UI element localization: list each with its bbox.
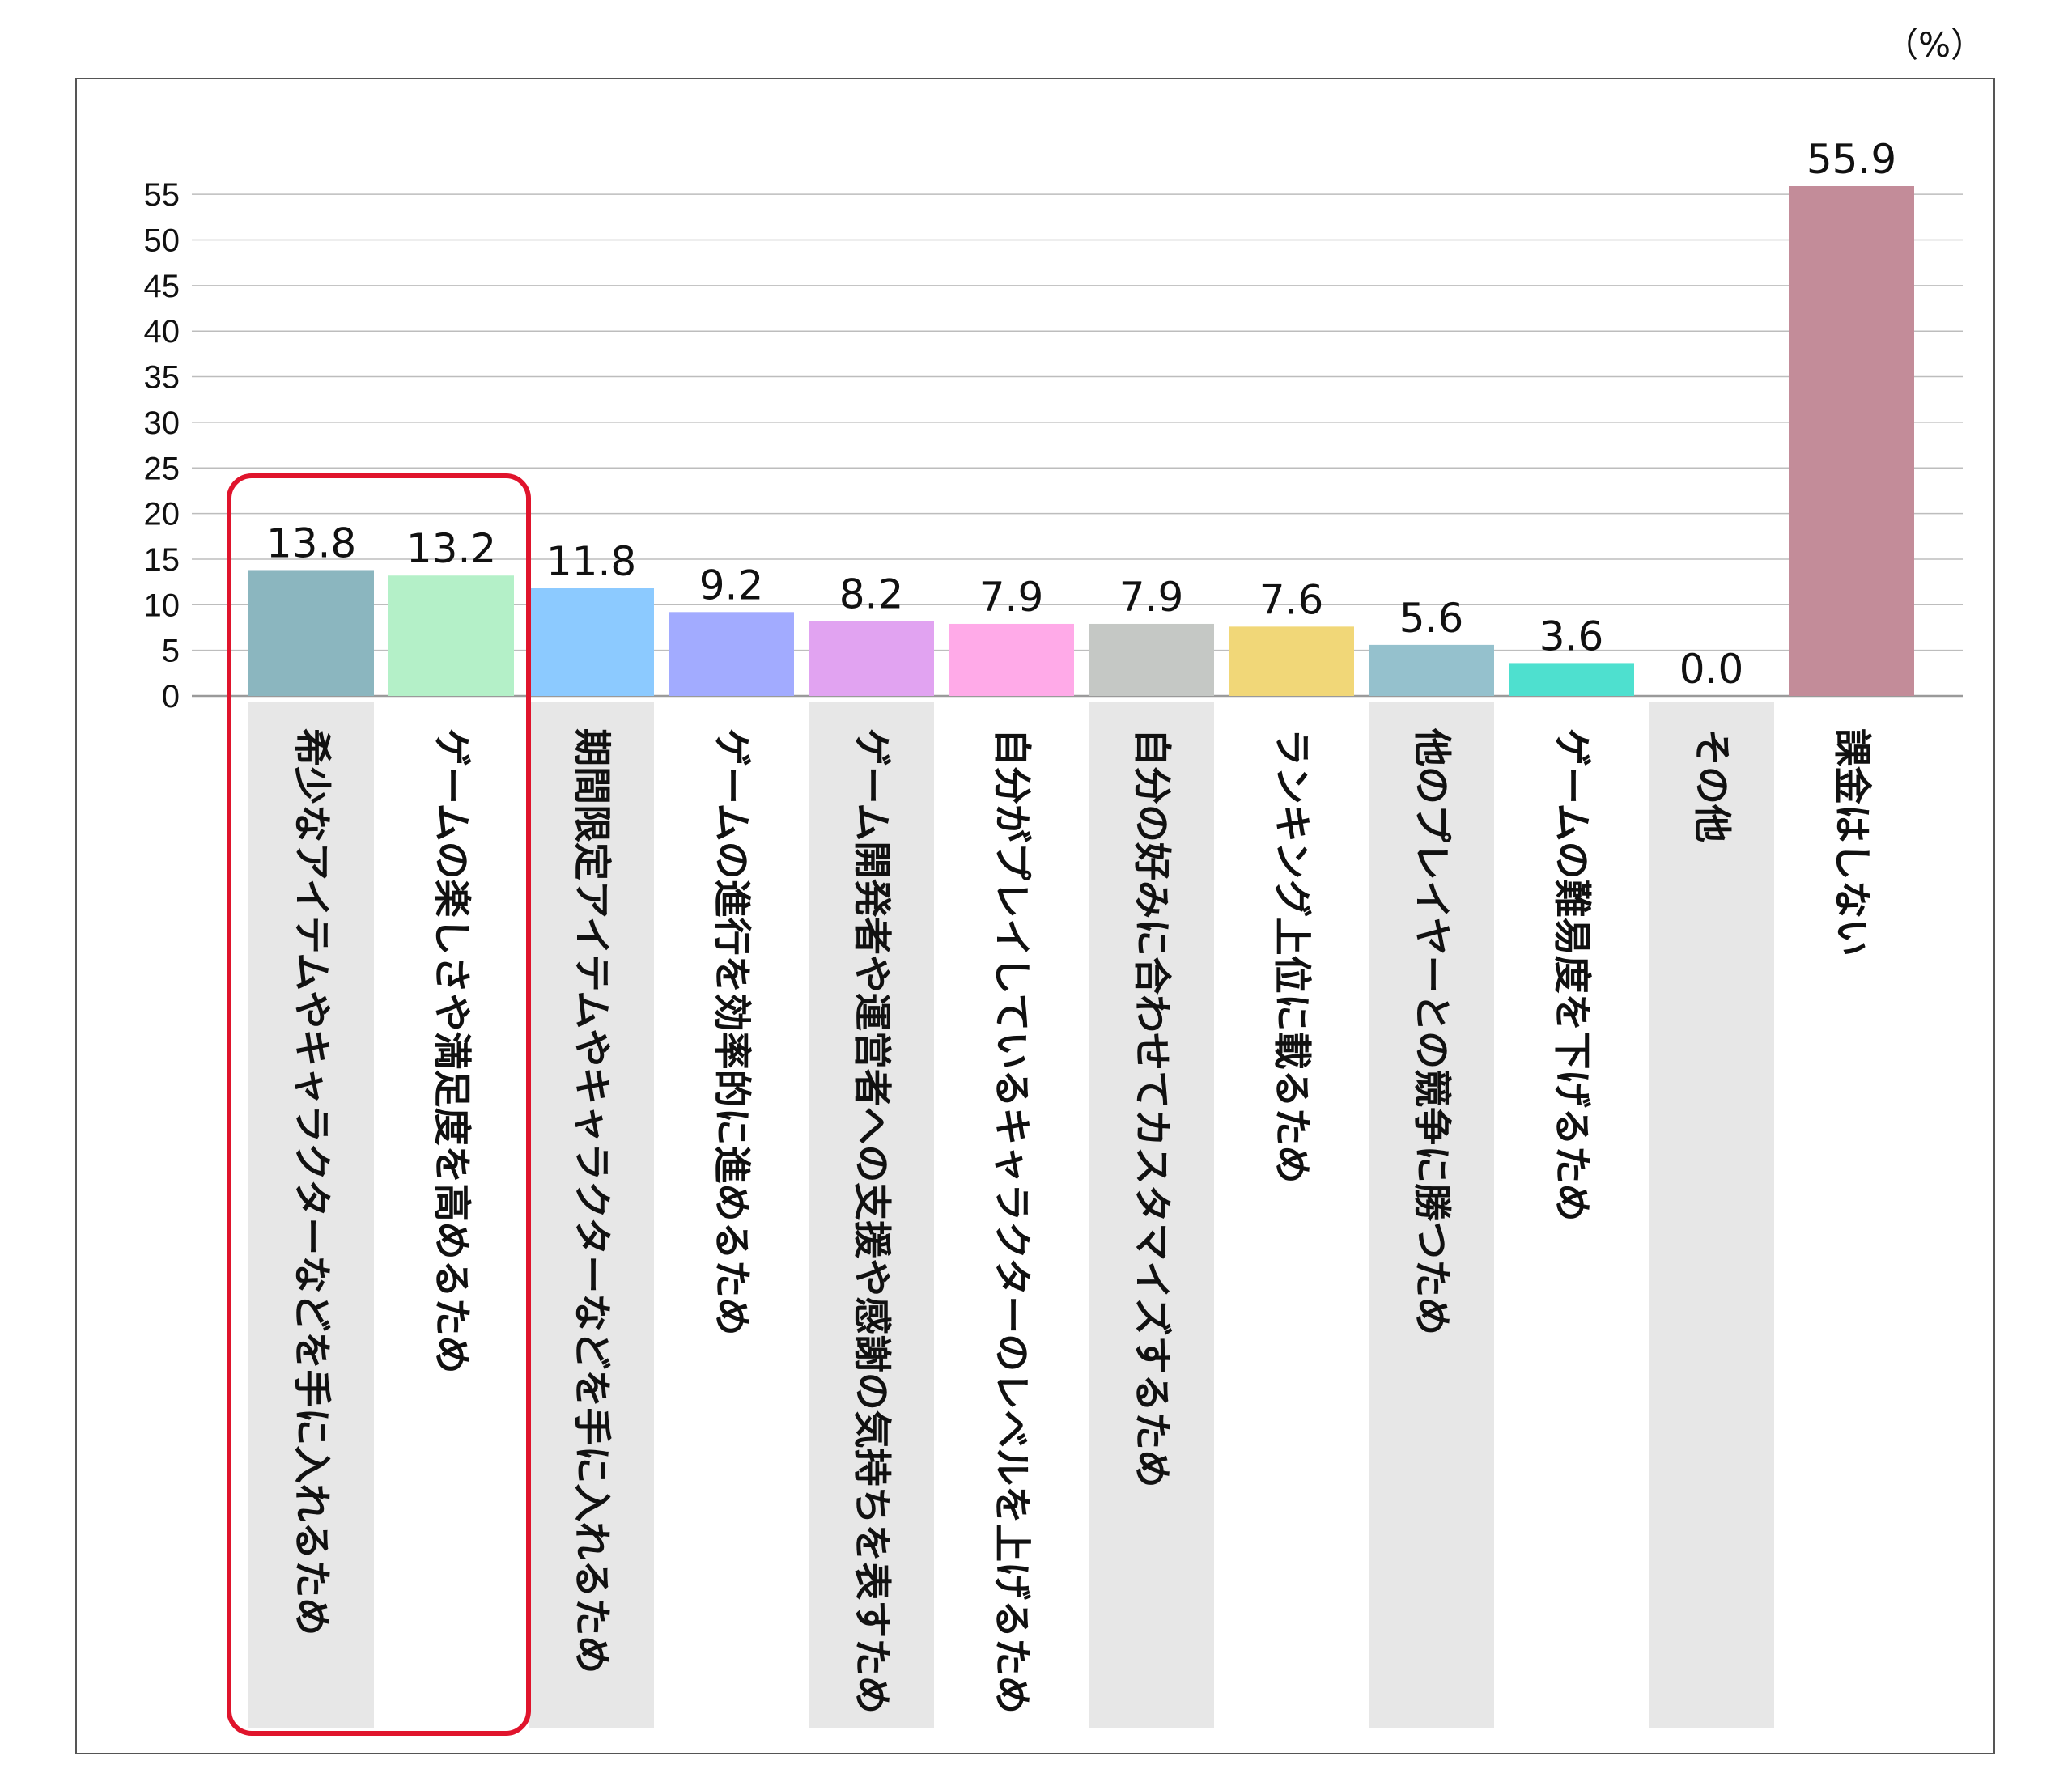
value-label: 3.6: [1539, 613, 1604, 660]
bar: [1369, 644, 1494, 696]
category-label: 自分の好みに合わせてカスタマイズするため: [1129, 728, 1174, 1488]
y-tick-label: 20: [144, 497, 180, 532]
value-label: 7.9: [1119, 574, 1184, 621]
category-label-background: [1089, 702, 1214, 1728]
y-tick-label: 45: [144, 269, 180, 304]
bar: [248, 570, 374, 696]
y-tick-label: 10: [144, 587, 180, 623]
highlight-rectangle: [227, 473, 531, 1736]
category-labels: 希少なアイテムやキャラクターなどを手に入れるため ゲームの楽しさや満足度を高めるた…: [289, 727, 1874, 1714]
y-axis-tick-labels: 0 5 10 15 20 25 30 35 40 45 50 55: [144, 177, 180, 715]
value-label: 5.6: [1399, 595, 1464, 642]
y-tick-label: 35: [144, 360, 180, 396]
bar: [388, 575, 514, 696]
category-label-background: [248, 702, 374, 1728]
category-label: その他: [1689, 728, 1734, 842]
y-tick-label: 40: [144, 314, 180, 350]
y-tick-label: 25: [144, 451, 180, 486]
category-label-background: [809, 702, 934, 1728]
value-label: 8.2: [839, 571, 904, 618]
value-label: 0.0: [1679, 646, 1744, 693]
value-label: 13.2: [406, 525, 496, 572]
plot-frame: [75, 78, 1995, 1754]
value-label: 7.6: [1259, 576, 1324, 623]
category-label-background: [1649, 702, 1774, 1728]
grid-lines: [192, 193, 1963, 698]
unit-label: （%）: [1884, 25, 1985, 65]
y-tick-label: 5: [162, 634, 180, 669]
category-label: 課金はしない: [1829, 728, 1874, 957]
category-label-background: [1369, 702, 1494, 1728]
bar: [1789, 186, 1914, 696]
bar: [949, 623, 1074, 696]
highlight-box: [227, 473, 531, 1736]
y-tick-label: 15: [144, 542, 180, 578]
bar: [669, 612, 794, 696]
value-label: 9.2: [699, 562, 764, 609]
value-labels: 13.8 13.2 11.8 9.2 8.2 7.9 7.9 7.6 5.6 3.6 0.0 55.9: [266, 136, 1896, 693]
bar: [1509, 663, 1634, 696]
category-label: ゲームの楽しさや満足度を高めるため: [429, 728, 473, 1374]
category-label-backgrounds: [248, 702, 1774, 1728]
y-tick-label: 50: [144, 223, 180, 259]
category-label: 自分がプレイしているキャラクターのレベルを上げるため: [989, 728, 1034, 1714]
bar: [1089, 623, 1214, 696]
bars: [248, 186, 1914, 696]
bar: [1229, 626, 1354, 696]
value-label: 13.8: [266, 520, 356, 566]
y-tick-label: 30: [144, 405, 180, 441]
value-label: 11.8: [546, 538, 636, 585]
category-label: ランキング上位に載るため: [1269, 728, 1314, 1184]
category-label: 期間限定アイテムやキャラクターなどを手に入れるため: [569, 728, 614, 1673]
y-tick-label: 55: [144, 177, 180, 213]
bar: [809, 621, 934, 696]
category-label: ゲーム開発者や運営者への支援や感謝の気持ちを表すため: [849, 728, 894, 1714]
bar: [529, 588, 654, 696]
category-label: 他のプレイヤーとの競争に勝つため: [1409, 727, 1454, 1335]
category-label: 希少なアイテムやキャラクターなどを手に入れるため: [289, 728, 333, 1635]
category-label-background: [529, 702, 654, 1728]
category-label: ゲームの難易度を下げるため: [1549, 728, 1594, 1222]
category-label: ゲームの進行を効率的に進めるため: [709, 728, 754, 1336]
y-tick-label: 0: [162, 679, 180, 715]
value-label: 55.9: [1807, 136, 1896, 183]
value-label: 7.9: [979, 574, 1044, 621]
